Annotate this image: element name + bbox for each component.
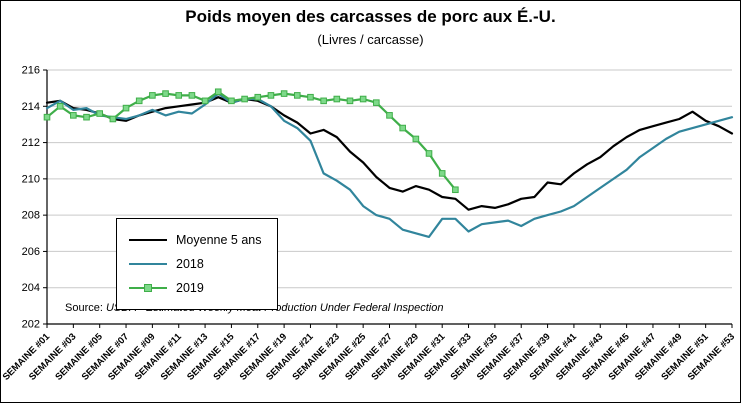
legend-line-2018-icon <box>129 260 167 268</box>
svg-text:SEMAINE #53: SEMAINE #53 <box>686 331 737 382</box>
legend-label-2019: 2019 <box>176 281 204 295</box>
svg-text:202: 202 <box>22 319 40 331</box>
legend-line-2019-icon <box>129 284 167 292</box>
legend-item-2019: 2019 <box>129 276 261 300</box>
svg-text:206: 206 <box>22 246 40 258</box>
svg-text:212: 212 <box>22 137 40 149</box>
svg-text:204: 204 <box>22 282 40 294</box>
legend-item-moyenne: Moyenne 5 ans <box>129 228 261 252</box>
source-prefix: Source: <box>65 302 106 314</box>
legend-item-2018: 2018 <box>129 252 261 276</box>
svg-text:214: 214 <box>22 101 40 113</box>
legend: Moyenne 5 ans 2018 2019 <box>116 218 279 310</box>
legend-line-moyenne-icon <box>129 236 167 244</box>
legend-label-2018: 2018 <box>176 257 204 271</box>
legend-label-moyenne: Moyenne 5 ans <box>176 233 262 247</box>
svg-text:210: 210 <box>22 173 40 185</box>
svg-text:208: 208 <box>22 210 40 222</box>
chart-title: Poids moyen des carcasses de porc aux É.… <box>185 7 556 26</box>
svg-text:216: 216 <box>22 65 40 77</box>
chart-subtitle: (Livres / carcasse) <box>317 32 424 47</box>
